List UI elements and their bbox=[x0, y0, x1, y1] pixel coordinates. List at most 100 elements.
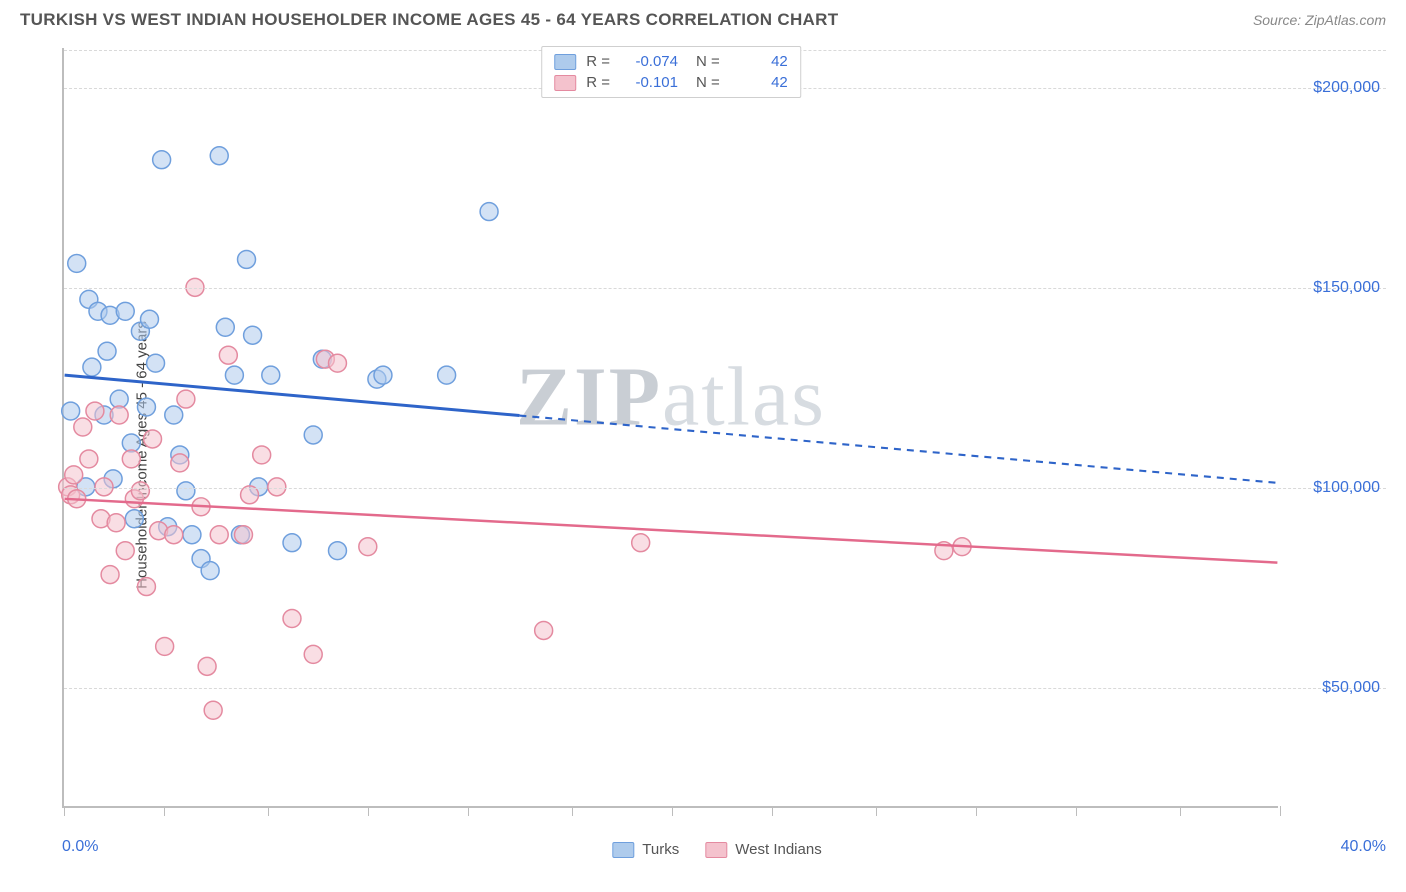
legend-r-label: R = bbox=[586, 74, 610, 91]
data-point bbox=[171, 454, 189, 472]
data-point bbox=[329, 542, 347, 560]
data-point bbox=[235, 526, 253, 544]
data-point bbox=[137, 398, 155, 416]
data-point bbox=[156, 637, 174, 655]
data-point bbox=[122, 450, 140, 468]
x-tick bbox=[368, 806, 369, 816]
data-point bbox=[225, 366, 243, 384]
legend-series-label: West Indians bbox=[735, 841, 821, 858]
data-point bbox=[147, 354, 165, 372]
y-tick-label: $100,000 bbox=[1313, 479, 1380, 497]
x-tick bbox=[164, 806, 165, 816]
legend-correlation-row: R = -0.101 N = 42 bbox=[554, 72, 788, 93]
x-axis-max-label: 40.0% bbox=[1341, 838, 1386, 856]
data-point bbox=[262, 366, 280, 384]
data-point bbox=[216, 318, 234, 336]
legend-series-label: Turks bbox=[642, 841, 679, 858]
legend-series-item: Turks bbox=[612, 841, 679, 858]
data-point bbox=[438, 366, 456, 384]
legend-swatch bbox=[612, 842, 634, 858]
legend-r-value: -0.101 bbox=[620, 74, 678, 91]
data-point bbox=[98, 342, 116, 360]
data-point bbox=[268, 478, 286, 496]
legend-n-label: N = bbox=[696, 53, 720, 70]
chart-title: TURKISH VS WEST INDIAN HOUSEHOLDER INCOM… bbox=[20, 10, 838, 30]
x-axis-min-label: 0.0% bbox=[62, 838, 98, 856]
x-tick bbox=[468, 806, 469, 816]
data-point bbox=[480, 203, 498, 221]
data-point bbox=[219, 346, 237, 364]
legend-correlation: R = -0.074 N = 42 R = -0.101 N = 42 bbox=[541, 46, 801, 98]
plot-area: ZIPatlas R =-0.074N =42R =-0.101N =42 bbox=[62, 48, 1278, 808]
data-point bbox=[304, 645, 322, 663]
data-point bbox=[116, 542, 134, 560]
legend-series-item: West Indians bbox=[705, 841, 821, 858]
data-point bbox=[632, 534, 650, 552]
data-point bbox=[65, 466, 83, 484]
data-point bbox=[201, 562, 219, 580]
data-point bbox=[131, 482, 149, 500]
regression-line-extrapolated bbox=[519, 416, 1277, 483]
chart-container: Householder Income Ages 45 - 64 years ZI… bbox=[48, 48, 1386, 862]
data-point bbox=[329, 354, 347, 372]
legend-correlation-row: R = -0.074 N = 42 bbox=[554, 51, 788, 72]
x-tick bbox=[976, 806, 977, 816]
legend-swatch bbox=[554, 54, 576, 70]
data-point bbox=[116, 302, 134, 320]
x-tick bbox=[876, 806, 877, 816]
x-tick bbox=[64, 806, 65, 816]
legend-r-value: -0.074 bbox=[620, 53, 678, 70]
legend-n-value: 42 bbox=[730, 53, 788, 70]
gridline bbox=[64, 288, 1386, 289]
data-point bbox=[244, 326, 262, 344]
x-tick bbox=[572, 806, 573, 816]
x-tick bbox=[268, 806, 269, 816]
y-tick-label: $200,000 bbox=[1313, 79, 1380, 97]
data-point bbox=[137, 578, 155, 596]
gridline bbox=[64, 488, 1386, 489]
legend-series: Turks West Indians bbox=[612, 841, 821, 858]
legend-n-label: N = bbox=[696, 74, 720, 91]
data-point bbox=[86, 402, 104, 420]
data-point bbox=[304, 426, 322, 444]
data-point bbox=[153, 151, 171, 169]
data-point bbox=[110, 406, 128, 424]
data-point bbox=[144, 430, 162, 448]
y-tick-label: $50,000 bbox=[1322, 679, 1380, 697]
scatter-svg bbox=[64, 48, 1278, 806]
y-tick-label: $150,000 bbox=[1313, 279, 1380, 297]
x-tick bbox=[1180, 806, 1181, 816]
data-point bbox=[210, 147, 228, 165]
legend-r-label: R = bbox=[586, 53, 610, 70]
x-tick bbox=[672, 806, 673, 816]
data-point bbox=[210, 526, 228, 544]
data-point bbox=[95, 478, 113, 496]
data-point bbox=[107, 514, 125, 532]
data-point bbox=[74, 418, 92, 436]
data-point bbox=[374, 366, 392, 384]
legend-swatch bbox=[554, 75, 576, 91]
data-point bbox=[535, 621, 553, 639]
x-tick bbox=[1076, 806, 1077, 816]
data-point bbox=[141, 310, 159, 328]
data-point bbox=[283, 610, 301, 628]
data-point bbox=[165, 406, 183, 424]
data-point bbox=[165, 526, 183, 544]
data-point bbox=[283, 534, 301, 552]
data-point bbox=[62, 402, 80, 420]
source-label: Source: ZipAtlas.com bbox=[1253, 12, 1386, 28]
data-point bbox=[198, 657, 216, 675]
data-point bbox=[83, 358, 101, 376]
x-tick bbox=[1280, 806, 1281, 816]
data-point bbox=[177, 390, 195, 408]
data-point bbox=[253, 446, 271, 464]
legend-swatch bbox=[705, 842, 727, 858]
data-point bbox=[183, 526, 201, 544]
x-tick bbox=[772, 806, 773, 816]
data-point bbox=[359, 538, 377, 556]
data-point bbox=[177, 482, 195, 500]
data-point bbox=[68, 254, 86, 272]
data-point bbox=[204, 701, 222, 719]
data-point bbox=[125, 510, 143, 528]
legend-n-value: 42 bbox=[730, 74, 788, 91]
